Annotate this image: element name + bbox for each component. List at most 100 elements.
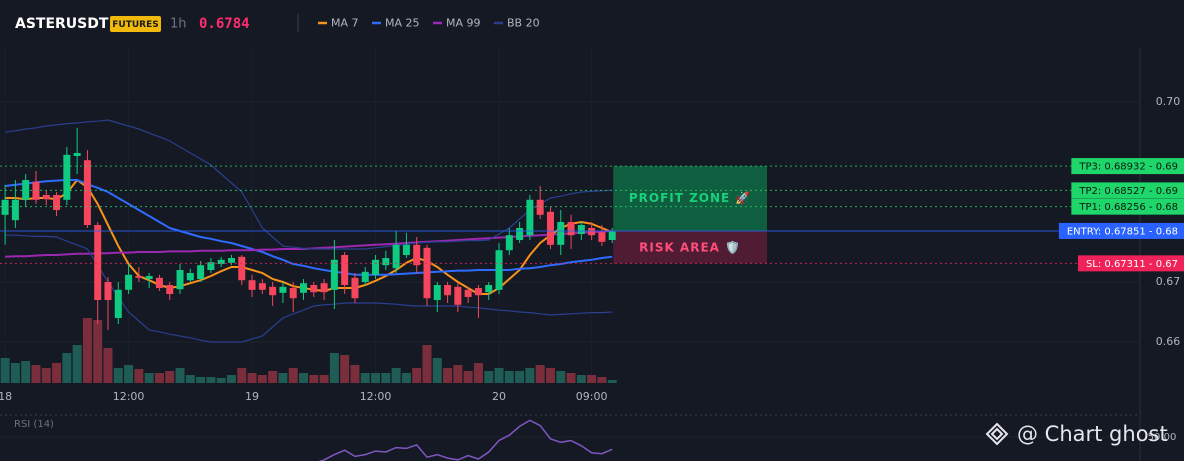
- volume-bar: [401, 373, 411, 383]
- volume-bar: [535, 365, 545, 383]
- volume-bar: [154, 373, 164, 383]
- volume-bar: [288, 368, 298, 383]
- volume-bar: [587, 375, 597, 383]
- candle-body: [516, 228, 524, 241]
- volume-bar: [391, 368, 401, 383]
- badge-bg: [110, 16, 161, 32]
- candle-body: [372, 259, 380, 275]
- candle-body: [135, 276, 143, 278]
- volume-bar: [350, 365, 360, 383]
- candle-body: [495, 250, 503, 290]
- candle-body: [608, 231, 616, 241]
- volume-bar: [319, 375, 329, 383]
- volume-bar: [124, 365, 134, 383]
- indicator-line: [5, 234, 613, 343]
- volume-bar: [41, 368, 51, 383]
- volume-bar: [21, 361, 31, 383]
- volume-bar: [0, 358, 10, 383]
- level-label-bg: [1071, 182, 1184, 199]
- candle-body: [155, 277, 163, 289]
- zone: [613, 230, 767, 264]
- candle-body: [104, 282, 112, 301]
- candle-body: [536, 199, 544, 215]
- candle-body: [145, 276, 153, 280]
- candle-body: [444, 285, 452, 296]
- candle-body: [330, 259, 338, 290]
- symbol: ASTERUSDT: [15, 16, 109, 32]
- volume-bar: [93, 320, 103, 383]
- candle-body: [577, 225, 585, 235]
- candle-body: [197, 265, 205, 280]
- candle-body: [227, 258, 235, 263]
- candle-body: [217, 259, 225, 265]
- level-label: ENTRY: 0.67851 - 0.68: [1067, 226, 1178, 237]
- candle-body: [546, 211, 554, 245]
- rsi-label: RSI (14): [14, 419, 54, 430]
- candle-body: [289, 288, 297, 299]
- volume-bar: [432, 358, 442, 383]
- volume-bar: [113, 368, 123, 383]
- volume-bar: [453, 365, 463, 383]
- volume-bar: [144, 373, 154, 383]
- candle-body: [248, 280, 256, 290]
- volume-bar: [165, 371, 175, 383]
- candle-body: [207, 262, 215, 271]
- x-tick-label: 19: [245, 390, 259, 403]
- candle-body: [341, 255, 349, 286]
- rsi-line: [318, 419, 613, 461]
- candle-body: [423, 247, 431, 299]
- volume-bar: [268, 371, 278, 383]
- legend-label: MA 99: [446, 17, 481, 30]
- volume-bar: [556, 371, 566, 383]
- candle-body: [310, 285, 318, 293]
- y-tick-label: 0.67: [1156, 275, 1181, 288]
- candle-body: [269, 286, 277, 296]
- indicator-line: [5, 178, 613, 295]
- volume-bar: [216, 378, 226, 383]
- rsi-pane: [318, 419, 613, 461]
- candle-body: [402, 244, 410, 256]
- zone-label: PROFIT ZONE 🚀: [629, 191, 752, 205]
- level-label-bg: [1071, 158, 1184, 175]
- volume-bar: [412, 368, 422, 383]
- volume-bar: [226, 375, 236, 383]
- candle-body: [279, 286, 287, 293]
- candle-body: [413, 244, 421, 266]
- volume-bar: [134, 369, 144, 383]
- legend-label: MA 25: [385, 17, 420, 30]
- volume-bar: [185, 375, 195, 383]
- candle-body: [526, 199, 534, 236]
- candle-body: [567, 222, 575, 236]
- volume-bar: [597, 377, 607, 383]
- level-label: SL: 0.67311 - 0.67: [1086, 259, 1178, 270]
- volume-bar: [299, 373, 309, 383]
- candle-body: [464, 289, 472, 298]
- interval: 1h: [170, 17, 187, 32]
- volume-bar: [175, 368, 185, 383]
- y-tick-label: 0.70: [1156, 95, 1181, 108]
- legend-label: BB 20: [507, 17, 540, 30]
- indicator-line: [4, 179, 613, 276]
- volume-bar: [31, 365, 41, 383]
- volume-bar: [196, 377, 206, 383]
- candle-body: [351, 277, 359, 299]
- candle-body: [361, 271, 369, 283]
- volume-bar: [504, 371, 514, 383]
- volume-bar: [422, 345, 432, 383]
- volume-bar: [237, 368, 247, 383]
- last-price: 0.6784: [199, 16, 250, 32]
- watermark: @ Chart ghost: [1017, 422, 1168, 446]
- level-label-bg: [1077, 255, 1184, 272]
- candle-body: [186, 273, 194, 281]
- volume-bar: [381, 373, 391, 383]
- candle-body: [300, 283, 308, 293]
- candle-body: [11, 199, 19, 221]
- x-tick-label: 12:00: [113, 390, 145, 403]
- candle-body: [1, 199, 9, 215]
- volume-bar: [309, 375, 319, 383]
- volume-bar: [206, 377, 216, 383]
- level-label: TP2: 0.68527 - 0.69: [1078, 186, 1178, 197]
- badge: FUTURES: [112, 20, 158, 30]
- volume-bar: [515, 371, 525, 383]
